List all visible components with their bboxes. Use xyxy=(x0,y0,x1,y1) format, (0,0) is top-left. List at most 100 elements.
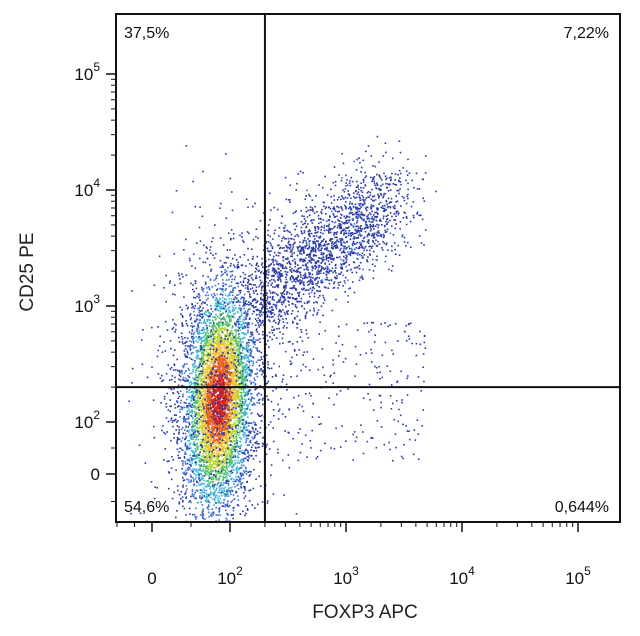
event-dot xyxy=(222,458,224,461)
event-dot xyxy=(224,353,226,356)
event-dot xyxy=(228,358,231,361)
event-dot xyxy=(215,356,217,359)
event-dot xyxy=(218,429,221,431)
event-dot xyxy=(226,367,228,369)
event-dot xyxy=(225,424,228,426)
event-dot xyxy=(236,484,238,487)
event-dot xyxy=(230,478,233,480)
event-dot xyxy=(216,450,218,453)
event-dot xyxy=(220,435,222,438)
event-dot xyxy=(260,310,263,312)
event-dot xyxy=(215,479,217,481)
event-dot xyxy=(197,435,199,438)
event-dot xyxy=(207,396,210,398)
event-dot xyxy=(221,390,223,392)
event-dot xyxy=(221,359,224,362)
event-dot xyxy=(242,402,244,405)
event-dot xyxy=(216,274,219,277)
event-dot xyxy=(205,340,208,343)
event-dot xyxy=(243,436,245,438)
event-dot xyxy=(224,352,227,355)
event-dot xyxy=(219,502,221,504)
event-dot xyxy=(233,415,235,417)
event-dot xyxy=(228,396,230,398)
event-dot xyxy=(202,377,205,380)
event-dot xyxy=(192,336,194,338)
event-dot xyxy=(235,435,237,438)
event-dot xyxy=(266,382,269,384)
event-dot xyxy=(256,368,258,371)
event-dot xyxy=(195,406,197,408)
event-dot xyxy=(226,494,229,497)
event-dot xyxy=(219,390,222,393)
event-dot xyxy=(231,411,233,414)
event-dot xyxy=(246,371,248,373)
event-dot xyxy=(233,313,235,315)
event-dot xyxy=(205,461,207,463)
event-dot xyxy=(231,387,234,389)
event-dot xyxy=(233,429,236,432)
event-dot xyxy=(230,318,232,320)
event-dot xyxy=(213,422,215,424)
event-dot xyxy=(250,331,252,333)
event-dot xyxy=(207,394,210,397)
event-dot xyxy=(206,454,209,457)
event-dot xyxy=(229,473,232,475)
event-dot xyxy=(217,336,220,339)
event-dot xyxy=(244,365,247,367)
event-dot xyxy=(202,461,205,463)
event-dot xyxy=(246,391,249,394)
event-dot xyxy=(197,392,200,394)
event-dot xyxy=(235,342,238,345)
event-dot xyxy=(243,387,245,390)
event-dot xyxy=(218,344,221,347)
event-dot xyxy=(207,382,209,385)
event-dot xyxy=(179,375,182,378)
event-dot xyxy=(182,486,184,488)
event-dot xyxy=(218,509,221,511)
event-dot xyxy=(226,414,228,417)
event-dot xyxy=(231,366,233,368)
event-dot xyxy=(233,372,235,374)
event-dot xyxy=(224,392,226,394)
event-dot xyxy=(192,451,194,453)
event-dot xyxy=(214,326,217,328)
event-dot xyxy=(235,329,238,331)
event-dot xyxy=(227,368,230,370)
event-dot xyxy=(199,484,202,486)
event-dot xyxy=(215,297,217,299)
event-dot xyxy=(236,356,238,359)
event-dot xyxy=(223,412,225,415)
event-dot xyxy=(231,465,233,468)
event-dot xyxy=(246,421,248,424)
event-dot xyxy=(219,425,221,428)
event-dot xyxy=(244,425,247,428)
event-dot xyxy=(219,468,222,470)
event-dot xyxy=(204,445,206,447)
event-dot xyxy=(239,345,242,348)
event-dot xyxy=(213,381,215,383)
event-dot xyxy=(217,501,219,504)
event-dot xyxy=(236,379,239,381)
event-dot xyxy=(216,359,219,361)
event-dot xyxy=(218,374,220,376)
event-dot xyxy=(238,398,240,400)
event-dot xyxy=(241,415,243,417)
event-dot xyxy=(201,349,203,351)
event-dot xyxy=(265,343,267,346)
event-dot xyxy=(206,395,208,397)
event-dot xyxy=(190,282,192,285)
event-dot xyxy=(205,480,208,482)
event-dot xyxy=(199,383,202,386)
event-dot xyxy=(217,396,220,399)
event-dot xyxy=(180,447,182,450)
event-dot xyxy=(204,409,207,412)
event-dot xyxy=(247,329,249,332)
event-dot xyxy=(207,446,209,448)
event-dot xyxy=(244,495,247,497)
event-dot xyxy=(222,475,224,478)
event-dot xyxy=(243,362,245,364)
event-dot xyxy=(201,494,204,496)
event-dot xyxy=(224,337,227,339)
event-dot xyxy=(196,357,199,360)
